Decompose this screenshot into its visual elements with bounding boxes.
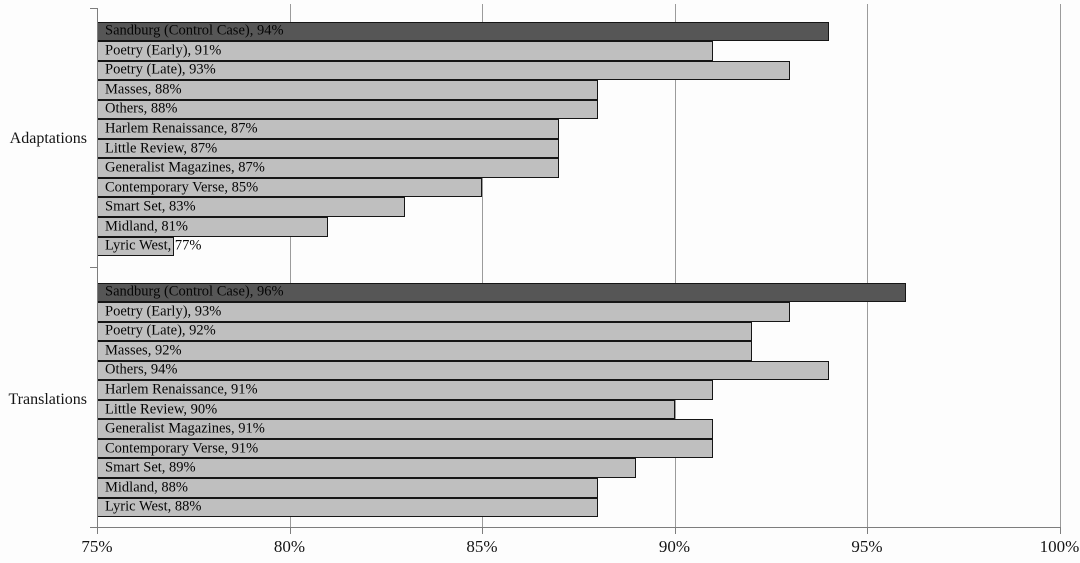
bar-translations-10: Smart Set, 89%: [97, 458, 636, 478]
y-axis-line: [97, 8, 98, 527]
bar-adaptations-3: Poetry (Late), 93%: [97, 60, 790, 81]
bar-label: Others, 88%: [105, 100, 178, 117]
category-label-adaptations: Adaptations: [9, 129, 87, 147]
x-tick-label-80%: 80%: [273, 537, 306, 556]
gridline-95: [867, 4, 868, 527]
bar-label: Sandburg (Control Case), 96%: [105, 283, 284, 300]
bar-translations-1: Sandburg (Control Case), 96%: [97, 282, 906, 303]
bar-translations-3: Poetry (Late), 92%: [97, 321, 752, 342]
x-tick-label-100%: 100%: [1039, 537, 1080, 556]
bar-translations-12: Lyric West, 88%: [97, 497, 598, 518]
x-tick-label-85%: 85%: [466, 537, 498, 556]
bar-label: Sandburg (Control Case), 94%: [105, 22, 284, 39]
bar-label: Poetry (Late), 93%: [105, 61, 216, 78]
bar-label: Contemporary Verse, 91%: [105, 440, 259, 457]
bar-label: Others, 94%: [105, 361, 178, 378]
bar-label: Midland, 81%: [105, 218, 188, 235]
bar-translations-9: Contemporary Verse, 91%: [97, 438, 713, 459]
x-axis-line: [90, 527, 1061, 528]
bar-adaptations-6: Harlem Renaissance, 87%: [97, 119, 559, 139]
bar-label: Little Review, 90%: [105, 401, 218, 418]
bar-adaptations-8: Generalist Magazines, 87%: [97, 158, 559, 178]
bar-translations-5: Others, 94%: [97, 360, 829, 381]
category-tick-2: [90, 267, 97, 269]
x-tick-label-95%: 95%: [851, 537, 883, 556]
bar-label: Lyric West, 88%: [105, 498, 202, 515]
bar-adaptations-2: Poetry (Early), 91%: [97, 41, 713, 61]
category-label-translations: Translations: [8, 390, 87, 408]
bar-label: Generalist Magazines, 87%: [105, 159, 265, 176]
x-tick-label-75%: 75%: [81, 537, 113, 556]
x-tick-100: [1059, 527, 1061, 534]
bar-label: Harlem Renaissance, 91%: [105, 381, 258, 398]
bar-adaptations-4: Masses, 88%: [97, 80, 598, 100]
x-tick-85: [482, 527, 483, 534]
bar-label: Harlem Renaissance, 87%: [105, 120, 258, 137]
bar-translations-6: Harlem Renaissance, 91%: [97, 380, 713, 400]
x-tick-80: [289, 527, 291, 534]
bar-label: Smart Set, 89%: [105, 459, 196, 476]
x-tick-75: [97, 527, 98, 534]
bar-label: Poetry (Early), 91%: [105, 42, 222, 59]
gridline-90: [674, 4, 676, 527]
bar-translations-4: Masses, 92%: [97, 341, 752, 361]
bar-adaptations-11: Midland, 81%: [97, 217, 328, 237]
category-tick-1: [90, 8, 97, 9]
bar-adaptations-7: Little Review, 87%: [97, 138, 559, 159]
x-tick-95: [867, 527, 868, 534]
x-tick-label-90%: 90%: [658, 537, 691, 556]
bar-translations-8: Generalist Magazines, 91%: [97, 419, 713, 439]
x-tick-90: [674, 527, 676, 534]
bar-label: Contemporary Verse, 85%: [105, 179, 259, 196]
gridline-80: [289, 4, 291, 527]
bar-translations-2: Poetry (Early), 93%: [97, 302, 790, 322]
bar-adaptations-1: Sandburg (Control Case), 94%: [97, 21, 829, 42]
bar-label: Lyric West, 77%: [105, 237, 202, 254]
bar-label: Poetry (Late), 92%: [105, 322, 216, 339]
bar-label: Generalist Magazines, 91%: [105, 420, 265, 437]
gridline-100: [1059, 4, 1061, 527]
bar-label: Masses, 88%: [105, 81, 182, 98]
gridline-85: [482, 4, 483, 527]
bar-adaptations-5: Others, 88%: [97, 99, 598, 120]
bar-adaptations-9: Contemporary Verse, 85%: [97, 177, 482, 198]
bar-label: Little Review, 87%: [105, 140, 218, 157]
bar-label: Poetry (Early), 93%: [105, 303, 222, 320]
bar-adaptations-10: Smart Set, 83%: [97, 197, 405, 217]
bar-label: Midland, 88%: [105, 479, 188, 496]
bar-label: Masses, 92%: [105, 342, 182, 359]
bar-label: Smart Set, 83%: [105, 198, 196, 215]
bar-translations-11: Midland, 88%: [97, 478, 598, 498]
bar-translations-7: Little Review, 90%: [97, 399, 675, 420]
bar-adaptations-12: Lyric West, 77%: [97, 236, 201, 257]
